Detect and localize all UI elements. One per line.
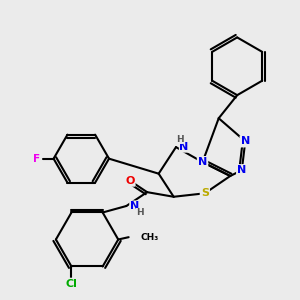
- Text: S: S: [201, 188, 209, 198]
- Text: N: N: [237, 165, 246, 175]
- Text: N: N: [241, 136, 250, 146]
- Text: N: N: [198, 157, 207, 167]
- Text: H: H: [136, 208, 144, 217]
- Text: N: N: [130, 201, 139, 211]
- Text: Cl: Cl: [65, 279, 77, 289]
- Text: H: H: [176, 134, 183, 143]
- Text: CH₃: CH₃: [140, 233, 158, 242]
- Text: F: F: [33, 154, 40, 164]
- Text: O: O: [125, 176, 134, 186]
- Text: N: N: [179, 142, 189, 152]
